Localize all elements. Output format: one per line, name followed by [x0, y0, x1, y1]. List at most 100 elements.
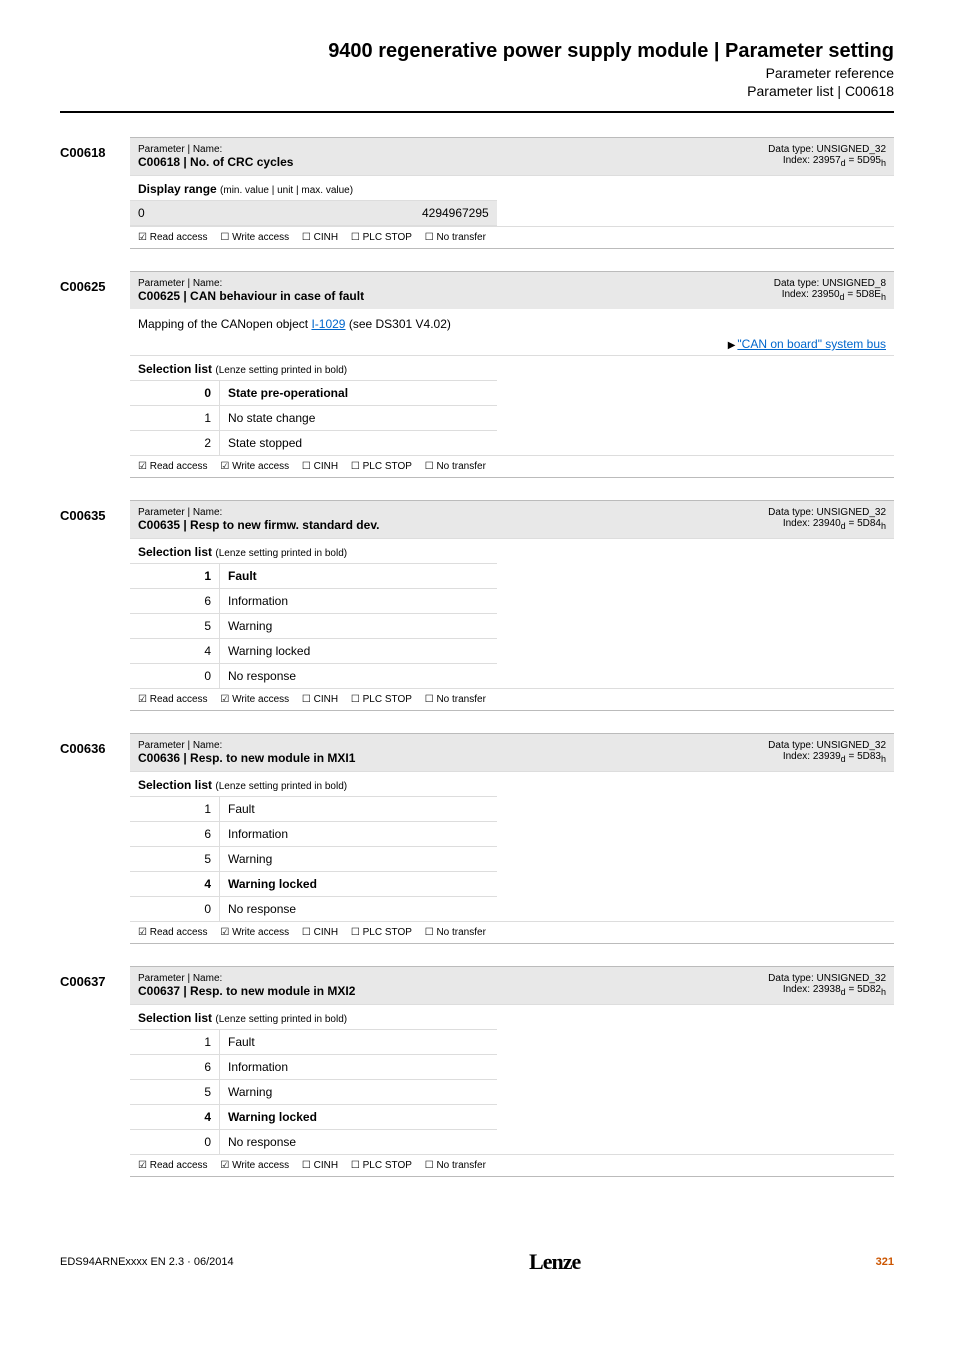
selection-key: 5 — [130, 1080, 220, 1104]
flag-notransfer: ☐ No transfer — [425, 232, 486, 243]
param-block: C00636 Parameter | Name: C00636 | Resp. … — [60, 733, 894, 944]
param-id: C00636 — [60, 733, 130, 944]
param-index: Index: 23939d = 5D83h — [768, 751, 886, 764]
param-datatype: Data type: UNSIGNED_32 — [768, 144, 886, 155]
selection-value: No state change — [220, 406, 497, 430]
flag-cinh: ☐ CINH — [302, 694, 338, 705]
selection-row: 6 Information — [130, 588, 497, 613]
display-range-title: Display range (min. value | unit | max. … — [130, 175, 894, 200]
selection-value: Information — [220, 1055, 497, 1079]
doc-subtitle1: Parameter reference — [60, 65, 894, 81]
flag-cinh: ☐ CINH — [302, 1160, 338, 1171]
selection-row: 5 Warning — [130, 613, 497, 638]
selection-list-title: Selection list (Lenze setting printed in… — [130, 1004, 894, 1029]
selection-key: 1 — [130, 564, 220, 588]
page-footer: EDS94ARNExxxx EN 2.3 · 06/2014 Lenze 321 — [0, 1219, 954, 1295]
param-name-label: Parameter | Name: — [138, 973, 355, 984]
param-description: Mapping of the CANopen object I-1029 (se… — [130, 309, 894, 335]
param-name: C00618 | No. of CRC cycles — [138, 155, 293, 169]
selection-key: 0 — [130, 897, 220, 921]
flag-write: ☑ Write access — [220, 694, 289, 705]
access-flags: ☑ Read access ☑ Write access ☐ CINH ☐ PL… — [130, 1154, 894, 1177]
selection-key: 6 — [130, 1055, 220, 1079]
flag-write: ☑ Write access — [220, 927, 289, 938]
flag-notransfer: ☐ No transfer — [425, 1160, 486, 1171]
caret-icon: ▶ — [728, 340, 736, 351]
page-header: 9400 regenerative power supply module | … — [60, 40, 894, 99]
param-datatype: Data type: UNSIGNED_8 — [774, 278, 886, 289]
selection-row: 1 Fault — [130, 563, 497, 588]
param-name-label: Parameter | Name: — [138, 507, 379, 518]
selection-row: 0 No response — [130, 1129, 497, 1154]
footer-docid: EDS94ARNExxxx EN 2.3 · 06/2014 — [60, 1256, 234, 1268]
selection-table: 1 Fault 6 Information 5 Warning 4 Warnin… — [130, 796, 497, 921]
param-id: C00625 — [60, 271, 130, 478]
selection-key: 4 — [130, 872, 220, 896]
display-range-row: 0 4294967295 — [130, 200, 497, 226]
selection-key: 0 — [130, 381, 220, 405]
param-index: Index: 23940d = 5D84h — [768, 518, 886, 531]
footer-page-number: 321 — [876, 1256, 894, 1268]
param-index: Index: 23950d = 5D8Eh — [774, 289, 886, 302]
selection-key: 4 — [130, 1105, 220, 1129]
selection-value: State stopped — [220, 431, 497, 455]
selection-key: 0 — [130, 1130, 220, 1154]
selection-value: Warning locked — [220, 872, 497, 896]
range-max: 4294967295 — [277, 201, 497, 225]
param-id: C00635 — [60, 500, 130, 711]
flag-plcstop: ☐ PLC STOP — [351, 1160, 412, 1171]
selection-table: 1 Fault 6 Information 5 Warning 4 Warnin… — [130, 563, 497, 688]
selection-row: 5 Warning — [130, 1079, 497, 1104]
flag-notransfer: ☐ No transfer — [425, 694, 486, 705]
flag-plcstop: ☐ PLC STOP — [351, 927, 412, 938]
selection-row: 0 State pre-operational — [130, 380, 497, 405]
param-header: Parameter | Name: C00635 | Resp to new f… — [130, 500, 894, 538]
param-name: C00635 | Resp to new firmw. standard dev… — [138, 518, 379, 532]
selection-key: 6 — [130, 589, 220, 613]
selection-key: 1 — [130, 406, 220, 430]
param-index: Index: 23938d = 5D82h — [768, 984, 886, 997]
flag-write: ☑ Write access — [220, 461, 289, 472]
flag-notransfer: ☐ No transfer — [425, 461, 486, 472]
selection-value: Warning locked — [220, 1105, 497, 1129]
flag-cinh: ☐ CINH — [302, 927, 338, 938]
flag-plcstop: ☐ PLC STOP — [351, 694, 412, 705]
related-link-row: ▶"CAN on board" system bus — [130, 335, 894, 355]
param-header: Parameter | Name: C00636 | Resp. to new … — [130, 733, 894, 771]
selection-row: 4 Warning locked — [130, 871, 497, 896]
selection-list-title: Selection list (Lenze setting printed in… — [130, 355, 894, 380]
range-min: 0 — [130, 201, 277, 225]
selection-row: 0 No response — [130, 663, 497, 688]
selection-table: 1 Fault 6 Information 5 Warning 4 Warnin… — [130, 1029, 497, 1154]
param-header: Parameter | Name: C00618 | No. of CRC cy… — [130, 137, 894, 175]
flag-read: ☑ Read access — [138, 927, 208, 938]
flag-write: ☐ Write access — [220, 232, 289, 243]
selection-key: 6 — [130, 822, 220, 846]
desc-link[interactable]: I-1029 — [311, 317, 345, 331]
access-flags: ☑ Read access ☑ Write access ☐ CINH ☐ PL… — [130, 455, 894, 478]
param-name-label: Parameter | Name: — [138, 144, 293, 155]
selection-value: No response — [220, 1130, 497, 1154]
doc-title: 9400 regenerative power supply module | … — [60, 40, 894, 63]
param-block: C00637 Parameter | Name: C00637 | Resp. … — [60, 966, 894, 1177]
selection-value: Fault — [220, 1030, 497, 1054]
flag-read: ☑ Read access — [138, 461, 208, 472]
param-name-label: Parameter | Name: — [138, 278, 364, 289]
param-index: Index: 23957d = 5D95h — [768, 155, 886, 168]
param-id: C00618 — [60, 137, 130, 249]
flag-read: ☑ Read access — [138, 694, 208, 705]
selection-row: 5 Warning — [130, 846, 497, 871]
param-name: C00637 | Resp. to new module in MXI2 — [138, 984, 355, 998]
selection-list-title: Selection list (Lenze setting printed in… — [130, 538, 894, 563]
selection-key: 2 — [130, 431, 220, 455]
selection-key: 1 — [130, 1030, 220, 1054]
selection-list-title: Selection list (Lenze setting printed in… — [130, 771, 894, 796]
selection-value: No response — [220, 897, 497, 921]
selection-value: State pre-operational — [220, 381, 497, 405]
related-link[interactable]: "CAN on board" system bus — [737, 337, 886, 351]
selection-value: No response — [220, 664, 497, 688]
selection-value: Warning locked — [220, 639, 497, 663]
access-flags: ☑ Read access ☐ Write access ☐ CINH ☐ PL… — [130, 226, 894, 249]
selection-row: 6 Information — [130, 1054, 497, 1079]
selection-table: 0 State pre-operational 1 No state chang… — [130, 380, 497, 455]
